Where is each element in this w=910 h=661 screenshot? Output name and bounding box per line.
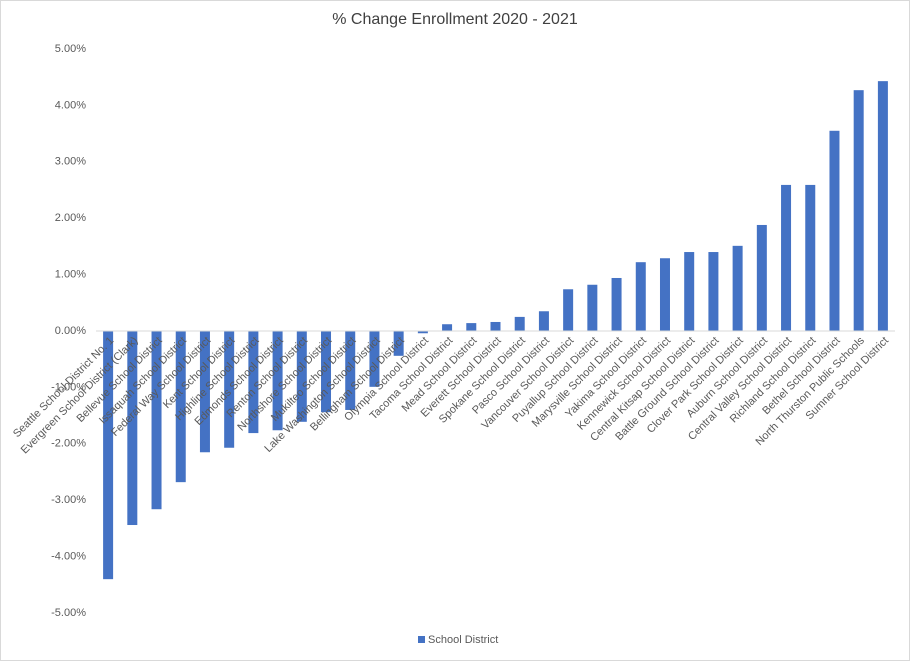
bar	[345, 331, 356, 410]
bar	[199, 331, 210, 453]
bar	[369, 331, 380, 387]
y-tick-label: -2.00%	[51, 438, 86, 450]
bar	[635, 262, 646, 331]
y-tick-label: -5.00%	[51, 607, 86, 619]
y-tick-label: 5.00%	[55, 43, 86, 55]
y-tick-label: -3.00%	[51, 494, 86, 506]
y-tick-label: 4.00%	[55, 99, 86, 111]
bar	[538, 311, 549, 331]
bar	[417, 331, 428, 334]
bar	[514, 316, 525, 331]
bar	[442, 324, 453, 331]
y-tick-label: 0.00%	[55, 325, 86, 337]
bar	[103, 331, 114, 580]
y-tick-label: -4.00%	[51, 551, 86, 563]
bar	[853, 90, 864, 331]
bar	[756, 224, 767, 331]
bar	[272, 331, 283, 431]
bar	[659, 258, 670, 331]
bar	[224, 331, 235, 448]
chart-title: % Change Enrollment 2020 - 2021	[332, 11, 578, 28]
bar	[684, 252, 695, 331]
legend-label: School District	[428, 634, 498, 646]
bar	[393, 331, 404, 356]
bar	[248, 331, 259, 434]
bar	[490, 321, 501, 331]
bar	[466, 323, 477, 331]
bar	[321, 331, 332, 413]
bar	[587, 284, 598, 331]
bar	[563, 289, 574, 331]
bar	[829, 130, 840, 331]
bar	[708, 252, 719, 331]
bar	[805, 184, 816, 331]
bar	[781, 184, 792, 331]
bar	[611, 277, 622, 331]
bar	[732, 245, 743, 331]
bar	[151, 331, 162, 510]
bar	[877, 81, 888, 331]
bar	[127, 331, 138, 526]
y-tick-label: 2.00%	[55, 212, 86, 224]
y-tick-label: 1.00%	[55, 269, 86, 281]
legend-swatch	[418, 636, 425, 643]
y-tick-label: 3.00%	[55, 156, 86, 168]
bar	[296, 331, 307, 422]
bar	[175, 331, 186, 483]
y-tick-label: -1.00%	[51, 381, 86, 393]
